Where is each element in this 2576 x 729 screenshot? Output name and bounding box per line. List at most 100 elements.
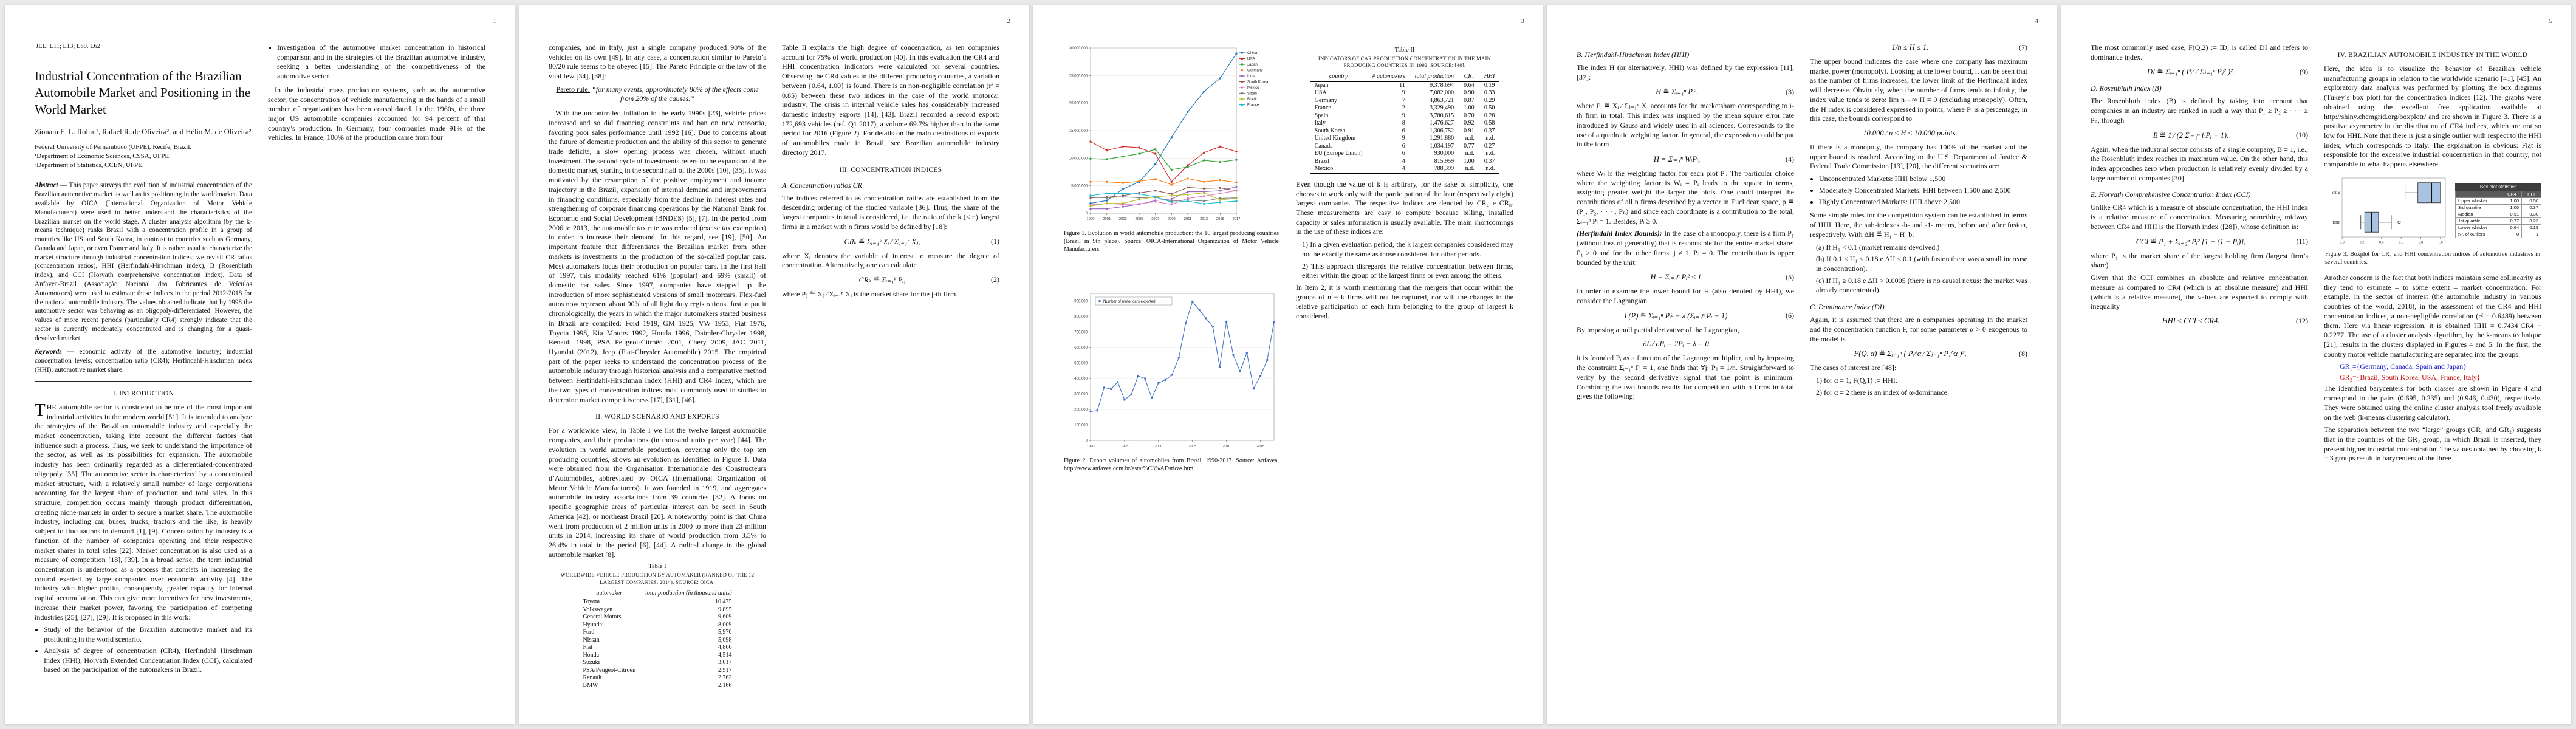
paragraph: companies, and in Italy, just a single c… bbox=[549, 43, 766, 81]
table-row: Suzuki 3,017 bbox=[578, 659, 736, 667]
table-cell: 3,780,615 bbox=[1430, 112, 1454, 119]
table-row: Fiat 4,866 bbox=[578, 644, 736, 652]
paragraph: With the uncontrolled inflation in the e… bbox=[549, 109, 766, 404]
table-cell: 9,609 bbox=[718, 614, 732, 621]
equation-number: (6) bbox=[1786, 311, 1794, 320]
subsection-cr: A. Concentration ratios CR bbox=[782, 180, 862, 190]
svg-text:900.000: 900.000 bbox=[1074, 300, 1088, 304]
affiliation-line: Federal University of Pernambuco (UFPE),… bbox=[35, 143, 192, 151]
paragraph: Some simple rules for the competition sy… bbox=[1810, 211, 2027, 239]
table-cell: 10,475 bbox=[715, 598, 732, 606]
table-cell: Renault bbox=[583, 674, 602, 682]
svg-text:2007: 2007 bbox=[1151, 217, 1159, 221]
table-row: 3rd quartile 1.00 0.37 bbox=[2455, 204, 2541, 211]
legend-label: India bbox=[1247, 74, 1256, 78]
table-cell: 4 bbox=[1402, 157, 1405, 165]
table-cell: 3,017 bbox=[718, 659, 732, 666]
table-cell: 0.90 bbox=[1464, 89, 1475, 97]
table-cell: 1.00 bbox=[2501, 197, 2523, 205]
paragraph: Another concern is the fact that both in… bbox=[2324, 273, 2541, 358]
table-cell: USA bbox=[1314, 89, 1327, 97]
anfavea-link[interactable]: http://www.anfavea.com.br/estat%C3%ADsti… bbox=[1064, 465, 1195, 472]
keywords: Keywords — economic activity of the auto… bbox=[35, 347, 252, 374]
table-row: BMW 2,166 bbox=[578, 682, 737, 691]
table-header-row: automaker total production (in thousand u… bbox=[578, 588, 737, 599]
svg-text:1995: 1995 bbox=[1120, 445, 1128, 448]
rule-item: (b) If 0.1 ≤ H₁ < 0.18 e ΔH < 0.1 (with … bbox=[1816, 255, 2027, 273]
numbered-item: 2) This approach disregards the relative… bbox=[1302, 261, 1513, 280]
quote-text: “for many events, approximately 80% of t… bbox=[592, 84, 759, 103]
svg-text:2005: 2005 bbox=[1188, 445, 1196, 448]
list-item: Unconcentrated Markets: HHI below 1,500 bbox=[1819, 174, 2027, 184]
table-cell: Spain bbox=[1314, 112, 1329, 119]
equation-body: CCI ≝ P₁ + Σᵢ₌₂ⁿ Pᵢ² [1 + (1 − Pᵢ)], bbox=[2136, 237, 2246, 246]
table-cell: Nissan bbox=[583, 636, 600, 643]
table-cell: 1,306,752 bbox=[1430, 127, 1454, 134]
table-cell: 3,329,490 bbox=[1430, 104, 1454, 112]
paragraph: By imposing a null partial derivative of… bbox=[1577, 325, 1739, 334]
equation-body: CRₖ ≝ Σᵢ₌₁ᵏ Pᵢ, bbox=[858, 275, 906, 284]
equation-number: (7) bbox=[2019, 43, 2027, 52]
paragraph: where Pᵢ ≝ Xᵢ ⁄ Σⱼ₌₁ⁿ Xⱼ accounts for th… bbox=[1577, 101, 1794, 149]
equation-8: F(Q, α) ≝ Σᵢ₌₁ⁿ ( Pᵢ^α ⁄ Σⱼ₌₁ⁿ Pⱼ^α )², (… bbox=[1810, 349, 2027, 358]
svg-text:100.000: 100.000 bbox=[1074, 424, 1088, 428]
paragraph: (Herfindahl Index Bounds): In the case o… bbox=[1577, 229, 1794, 267]
equation-2: CRₖ ≝ Σᵢ₌₁ᵏ Pᵢ, (2) bbox=[782, 275, 1000, 285]
svg-text:30.000.000: 30.000.000 bbox=[1069, 47, 1088, 50]
svg-text:700.000: 700.000 bbox=[1074, 331, 1088, 335]
equation-7: 1/n ≤ H ≤ 1. (7) bbox=[1810, 43, 2027, 52]
legend-label: South Korea bbox=[1247, 80, 1269, 84]
table-row: Median 0.91 0.30 bbox=[2455, 210, 2541, 218]
paragraph: In order to examine the lower bound for … bbox=[1577, 287, 1794, 305]
table-cell: 6 bbox=[1402, 150, 1405, 157]
list-item: Study of the behavior of the Brazilian a… bbox=[44, 625, 252, 644]
paragraph: The separation between the two “large” g… bbox=[2324, 425, 2541, 463]
equation-11: CCI ≝ P₁ + Σᵢ₌₂ⁿ Pᵢ² [1 + (1 − Pᵢ)], (11) bbox=[2091, 237, 2308, 247]
table-cell: 9 bbox=[1402, 112, 1405, 119]
table-cell: 2,762 bbox=[718, 674, 732, 682]
table-cell: 788,399 bbox=[1410, 165, 1459, 174]
table-cell: 1.00 bbox=[1464, 157, 1475, 165]
table-cell: Suzuki bbox=[583, 659, 600, 666]
table-row: Italy 8 1,476,627 0.92 0.58 bbox=[1310, 120, 1500, 128]
table-cell: 0.37 bbox=[1484, 157, 1495, 165]
boxplot-category-label: CR4 bbox=[2332, 191, 2340, 195]
table-cell: Nr. of outliers bbox=[2455, 230, 2502, 238]
svg-text:2003: 2003 bbox=[1119, 217, 1127, 221]
page-number: 3 bbox=[1521, 18, 1525, 25]
column-header: HHI bbox=[1479, 72, 1500, 82]
table-1: automaker total production (in thousand u… bbox=[578, 588, 737, 691]
table-cell: 0.91 bbox=[1464, 127, 1475, 134]
paragraph: where Xᵢ denotes the variable of interes… bbox=[782, 251, 999, 270]
equation-10: B ≝ 1 ⁄ (2 Σᵢ₌₁ⁿ i·Pᵢ − 1). (10) bbox=[2091, 131, 2308, 140]
table-row: EU (Europe Union) 6 930,000 n.d. n.d. bbox=[1310, 150, 1500, 158]
svg-text:0: 0 bbox=[1086, 212, 1088, 216]
table-cell: 0.19 bbox=[2521, 224, 2541, 231]
equation-body: ∂L ⁄ ∂Pᵢ = 2Pᵢ − λ = 0, bbox=[1643, 340, 1711, 349]
table-cell: 930,000 bbox=[1434, 150, 1454, 157]
svg-text:10.000.000: 10.000.000 bbox=[1069, 157, 1088, 160]
figure-3: 0.0 0.2 0.4 0.6 0.8 1.0 CR4 HHI Box plot statis… bbox=[2324, 174, 2541, 247]
table-cell: 0.37 bbox=[1484, 127, 1495, 134]
equation-body: H = Σᵢ₌₁ⁿ WᵢPᵢ, bbox=[1653, 155, 1701, 164]
table-cell: 11 bbox=[1399, 81, 1405, 89]
table-cell: Mexico bbox=[1309, 165, 1368, 174]
table-cell: 2 bbox=[1402, 104, 1405, 112]
page-number: 2 bbox=[1007, 18, 1011, 25]
table-2-block: Table II INDICATORS OF CAR PRODUCTION CO… bbox=[1296, 47, 1513, 174]
table-cell: 9,895 bbox=[718, 606, 732, 613]
column-header: total production bbox=[1410, 72, 1459, 82]
table-cell: 0.58 bbox=[1484, 120, 1495, 127]
table-cell: 0.28 bbox=[1484, 112, 1495, 119]
abstract-text: This paper surveys the evolution of indu… bbox=[35, 182, 252, 342]
table-cell: 0.87 bbox=[1464, 97, 1475, 104]
paragraph: The upper bound indicates the case where… bbox=[1810, 57, 2027, 123]
equation-9: DI ≝ Σᵢ₌₁ⁿ ( Pᵢ² ⁄ Σⱼ₌₁ⁿ Pⱼ² )². (9) bbox=[2091, 67, 2308, 77]
table-row: Lower whisker 0.64 0.19 bbox=[2455, 224, 2541, 231]
equation-number: (5) bbox=[1786, 272, 1794, 281]
table-row: United Kingdom 9 1,291,880 n.d. n.d. bbox=[1310, 135, 1500, 143]
table-cell: 9 bbox=[1402, 135, 1405, 142]
page-number: 5 bbox=[2549, 18, 2553, 25]
page-3-content: 0 5.000.000 10.000.000 15.000.000 20.000.000… bbox=[1063, 43, 1513, 698]
